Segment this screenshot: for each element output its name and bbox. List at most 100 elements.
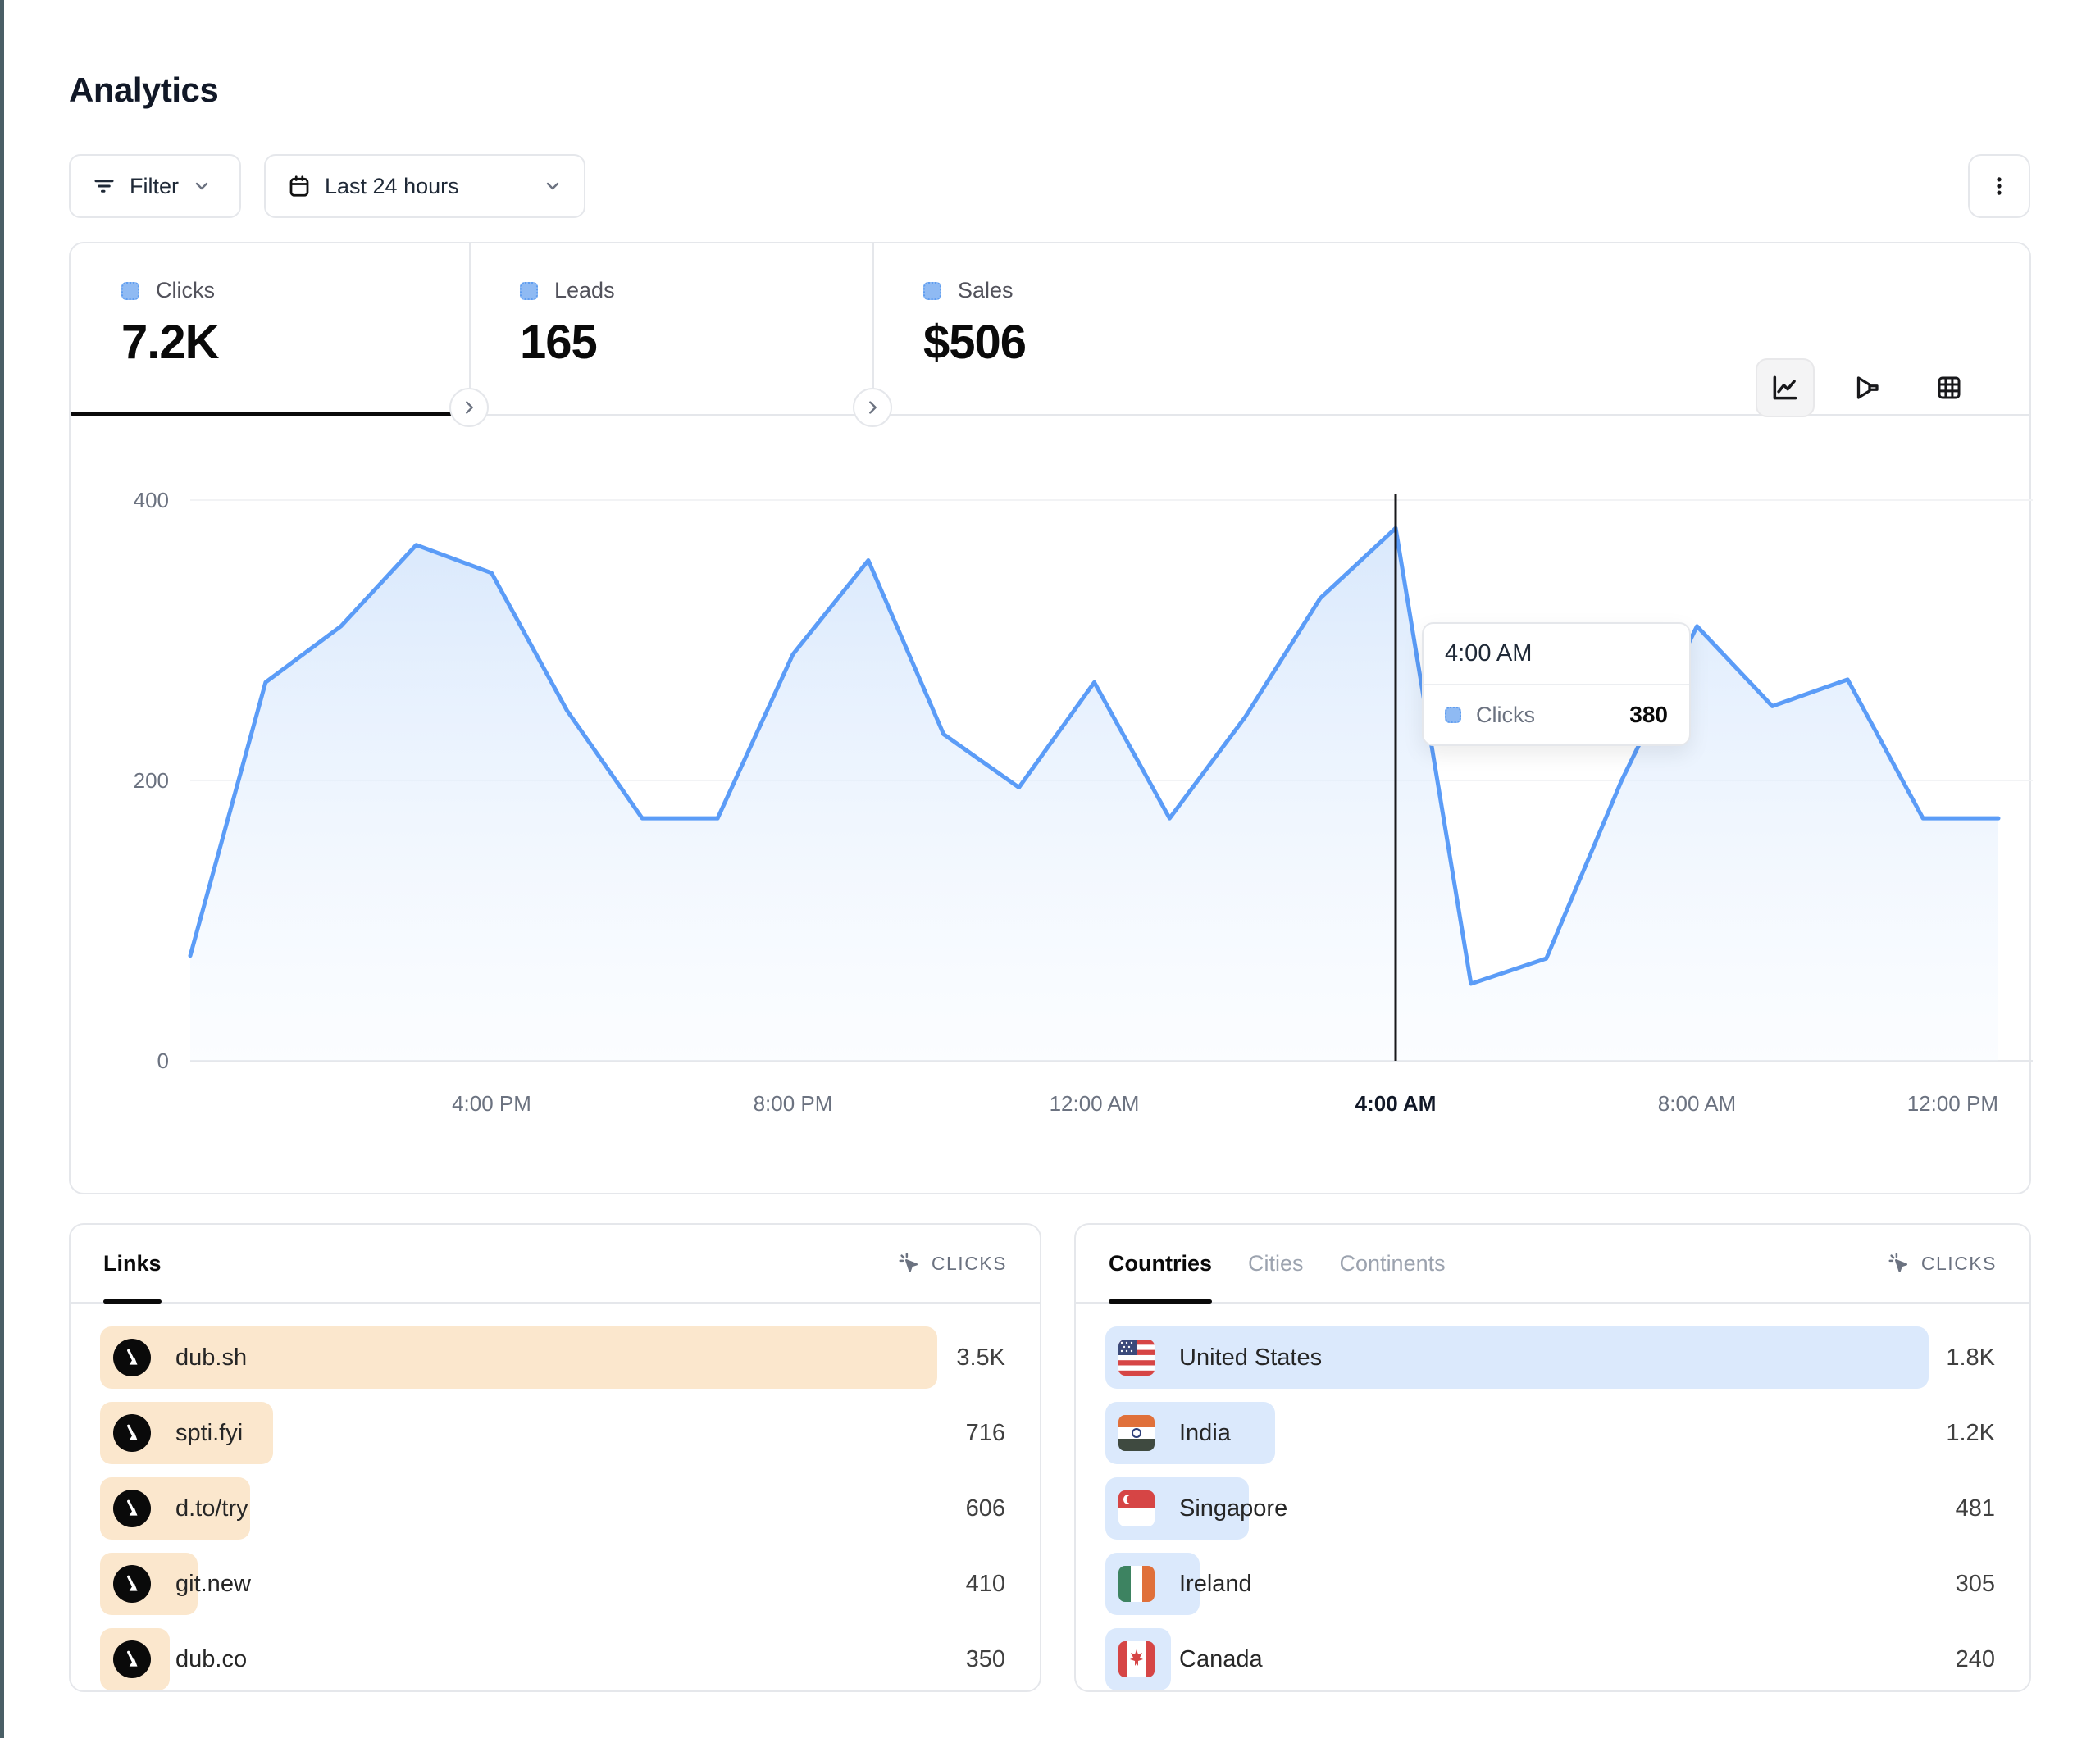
clicks-chart[interactable]: 0 200 400 4:00 PM 8:00 PM 12:00 AM 4:00 AM 8:00…	[71, 416, 2033, 1153]
filter-icon	[92, 174, 116, 198]
link-clicks-value: 3.5K	[956, 1344, 1005, 1371]
link-label: git.new	[175, 1570, 251, 1597]
dub-logo-avatar	[113, 1640, 151, 1678]
country-row[interactable]: Ireland 305	[1105, 1553, 2000, 1615]
clicks-value: 7.2K	[121, 316, 220, 369]
page-title: Analytics	[69, 71, 219, 109]
tooltip-legend-square	[1445, 707, 1461, 723]
stats-divider	[469, 243, 471, 414]
country-row[interactable]: Singapore 481	[1105, 1477, 2000, 1540]
country-row[interactable]: United States 1.8K	[1105, 1326, 2000, 1389]
tab-links[interactable]: Links	[103, 1225, 162, 1304]
link-row[interactable]: dub.co 350	[100, 1628, 1010, 1690]
chevron-down-icon	[543, 176, 563, 196]
left-edge-strip	[0, 0, 4, 1738]
country-clicks-value: 1.8K	[1946, 1344, 1995, 1371]
chart-view-toggles	[1756, 358, 1979, 417]
tooltip-metric: Clicks	[1476, 702, 1535, 727]
tooltip-value: 380	[1629, 702, 1668, 727]
ireland-flag-icon	[1118, 1566, 1155, 1602]
country-row[interactable]: India 1.2K	[1105, 1402, 2000, 1464]
clicks-legend-square	[121, 281, 139, 300]
stats-divider	[872, 243, 874, 414]
country-clicks-value: 1.2K	[1946, 1419, 1995, 1446]
more-options-button[interactable]	[1968, 154, 2030, 218]
links-panel: Links CLICKS dub	[69, 1223, 1041, 1692]
link-clicks-value: 606	[965, 1495, 1005, 1522]
country-clicks-value: 481	[1955, 1495, 1995, 1522]
line-chart-icon	[1770, 372, 1801, 403]
link-row[interactable]: d.to/try 606	[100, 1477, 1010, 1540]
link-clicks-value: 716	[965, 1419, 1005, 1446]
clicks-area-chart-svg[interactable]: 0 200 400 4:00 PM 8:00 PM 12:00 AM 4:00 AM 8:00…	[71, 416, 2033, 1153]
canada-flag-icon	[1118, 1641, 1155, 1677]
tab-countries[interactable]: Countries	[1109, 1225, 1213, 1304]
country-clicks-value: 240	[1955, 1645, 1995, 1672]
leads-legend-square	[520, 281, 538, 300]
dub-logo-avatar	[113, 1490, 151, 1527]
expand-clicks-button[interactable]	[449, 388, 489, 427]
chevron-down-icon	[192, 176, 212, 196]
link-clicks-value: 350	[965, 1645, 1005, 1672]
svg-text:4:00 AM: 4:00 AM	[1355, 1091, 1437, 1116]
link-label: d.to/try	[175, 1495, 248, 1522]
svg-text:200: 200	[134, 768, 169, 793]
india-flag-icon	[1118, 1415, 1155, 1451]
country-label: India	[1179, 1419, 1231, 1446]
tab-continents[interactable]: Continents	[1339, 1250, 1446, 1276]
sales-legend-square	[923, 281, 941, 300]
tab-sales[interactable]: Sales $506	[872, 243, 1282, 414]
table-view-button[interactable]	[1920, 358, 1979, 417]
funnel-icon	[1852, 373, 1882, 403]
svg-text:8:00 AM: 8:00 AM	[1658, 1091, 1736, 1116]
expand-leads-button[interactable]	[853, 388, 892, 427]
svg-text:12:00 AM: 12:00 AM	[1050, 1091, 1140, 1116]
tab-clicks[interactable]: Clicks 7.2K	[71, 243, 469, 416]
tab-cities[interactable]: Cities	[1248, 1250, 1304, 1276]
singapore-flag-icon	[1118, 1490, 1155, 1526]
tab-leads[interactable]: Leads 165	[469, 243, 872, 414]
sales-value: $506	[923, 316, 1027, 369]
country-row[interactable]: Canada 240	[1105, 1628, 2000, 1690]
filter-button[interactable]: Filter	[69, 154, 241, 218]
country-label: Ireland	[1179, 1570, 1252, 1597]
dub-logo-avatar	[113, 1565, 151, 1603]
links-metric-header[interactable]: CLICKS	[897, 1251, 1007, 1276]
chart-tooltip: 4:00 AM Clicks 380	[1422, 622, 1691, 746]
country-label: United States	[1179, 1344, 1323, 1371]
svg-text:12:00 PM: 12:00 PM	[1907, 1091, 1998, 1116]
link-clicks-value: 410	[965, 1570, 1005, 1597]
link-label: spti.fyi	[175, 1419, 244, 1446]
leads-label: Leads	[554, 278, 615, 303]
dub-logo-avatar	[113, 1414, 151, 1452]
country-clicks-value: 305	[1955, 1570, 1995, 1597]
country-label: Singapore	[1179, 1495, 1288, 1522]
countries-rows: United States 1.8K India 1.2K	[1076, 1304, 2029, 1690]
active-tab-underline	[71, 412, 469, 416]
date-range-label: Last 24 hours	[325, 173, 459, 198]
grid-table-icon	[1934, 373, 1964, 403]
funnel-view-button[interactable]	[1838, 358, 1897, 417]
link-row[interactable]: dub.sh 3.5K	[100, 1326, 1010, 1389]
calendar-icon	[287, 174, 312, 198]
link-row[interactable]: git.new 410	[100, 1553, 1010, 1615]
cursor-click-icon	[897, 1251, 922, 1276]
country-label: Canada	[1179, 1645, 1263, 1672]
links-rows: dub.sh 3.5K spti.fyi 716	[71, 1304, 1040, 1690]
line-chart-view-button[interactable]	[1756, 358, 1815, 417]
leads-value: 165	[520, 316, 598, 369]
svg-text:4:00 PM: 4:00 PM	[452, 1091, 531, 1116]
us-flag-icon	[1118, 1340, 1155, 1376]
svg-text:0: 0	[157, 1049, 169, 1073]
dub-logo-avatar	[113, 1339, 151, 1376]
date-range-button[interactable]: Last 24 hours	[264, 154, 585, 218]
filter-label: Filter	[130, 173, 179, 198]
link-label: dub.sh	[175, 1344, 248, 1371]
link-label: dub.co	[175, 1645, 248, 1672]
analytics-card: Clicks 7.2K Leads 165 Sales $506	[69, 242, 2033, 1194]
link-row[interactable]: spti.fyi 716	[100, 1402, 1010, 1464]
kebab-menu-icon	[1987, 174, 2011, 198]
countries-metric-header[interactable]: CLICKS	[1887, 1251, 1997, 1276]
cursor-click-icon	[1887, 1251, 1911, 1276]
